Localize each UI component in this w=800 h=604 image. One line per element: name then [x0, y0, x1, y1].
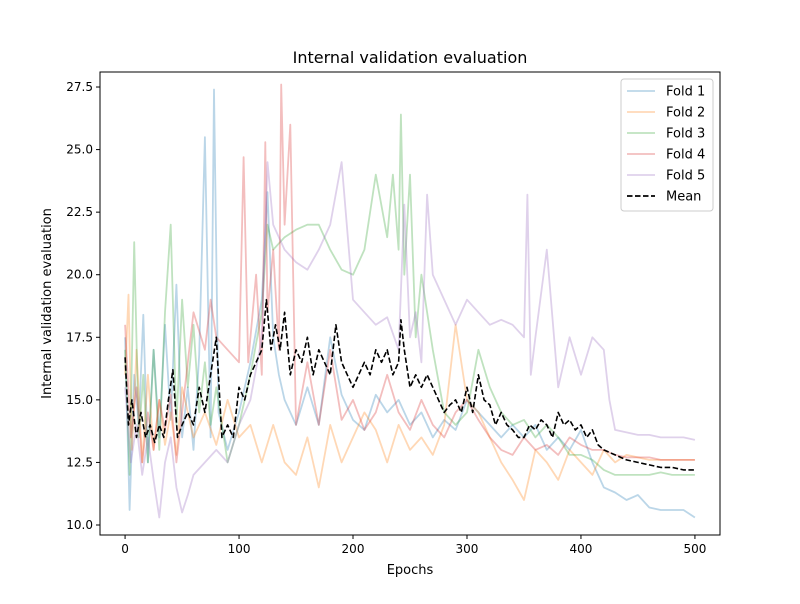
y-axis-label: Internal validation evaluation: [40, 208, 55, 399]
x-axis-label: Epochs: [387, 563, 434, 578]
legend-label: Fold 3: [666, 127, 705, 142]
legend-label: Fold 4: [666, 148, 705, 163]
legend-label: Mean: [666, 190, 701, 205]
x-tick-label: 400: [570, 542, 593, 556]
series-line-fold-1: [124, 88, 696, 519]
series-line-fold-4: [124, 83, 695, 464]
y-tick-label: 25.0: [66, 143, 93, 157]
y-axis: 10.0 12.5 15.0 17.5 20.0 22.5 25.0 27.5: [66, 80, 100, 532]
series-line-mean: [124, 298, 695, 471]
x-tick-label: 200: [342, 542, 365, 556]
y-tick-label: 20.0: [66, 268, 93, 282]
axes-frame: [99, 71, 721, 536]
y-tick-label: 17.5: [66, 330, 93, 344]
legend-box: [620, 78, 714, 212]
y-tick-label: 22.5: [66, 205, 93, 219]
x-tick-label: 500: [683, 542, 706, 556]
chart-title: Internal validation evaluation: [293, 48, 528, 67]
x-tick-label: 300: [456, 542, 479, 556]
series-line-fold-3: [124, 113, 695, 476]
plot-area: [124, 83, 696, 519]
y-tick-label: 12.5: [66, 455, 93, 469]
legend-label: Fold 2: [666, 106, 705, 121]
series-line-fold-5: [124, 161, 696, 519]
x-tick-label: 100: [228, 542, 251, 556]
series-line-fold-2: [124, 293, 695, 501]
legend-label: Fold 1: [666, 85, 705, 100]
x-axis: 0 100 200 300 400 500: [121, 535, 706, 556]
y-tick-label: 27.5: [66, 80, 93, 94]
x-tick-label: 0: [121, 542, 129, 556]
legend: Fold 1 Fold 2 Fold 3 Fold 4 Fold 5 Mean: [620, 78, 714, 212]
legend-label: Fold 5: [666, 169, 705, 184]
y-tick-label: 15.0: [66, 393, 93, 407]
y-tick-label: 10.0: [66, 518, 93, 532]
